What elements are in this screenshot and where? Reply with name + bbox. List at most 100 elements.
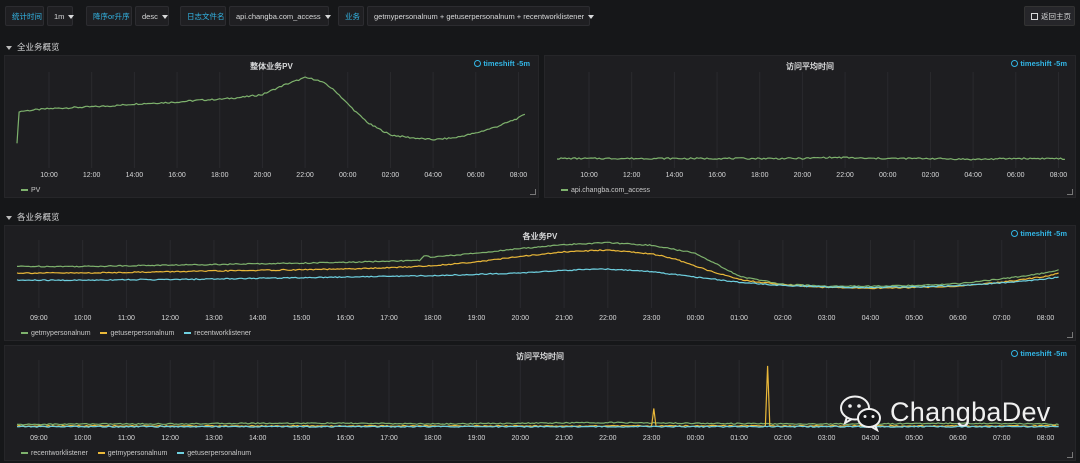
panel-pv-total: 整体业务PV timeshift -5m 10:00 12:00 14:00 16:0… xyxy=(4,55,539,198)
x-tick-label: 06:00 xyxy=(949,315,967,322)
panel-title[interactable]: 访问平均时间 xyxy=(786,62,834,71)
back-home-button[interactable]: 返回主页 xyxy=(1024,6,1075,26)
x-tick-label: 02:00 xyxy=(922,172,940,179)
x-tick-label: 23:00 xyxy=(643,315,661,322)
legend: recentworklistener getmypersonalnum getu… xyxy=(21,450,259,457)
x-tick-label: 22:00 xyxy=(599,435,617,442)
legend-item[interactable]: recentworklistener xyxy=(184,330,251,337)
x-tick-label: 14:00 xyxy=(249,315,267,322)
legend-label: PV xyxy=(31,187,41,194)
legend-label: recentworklistener xyxy=(194,330,252,337)
row-each-toggle[interactable]: 各业务概览 xyxy=(6,211,60,223)
x-tick-label: 10:00 xyxy=(580,172,598,179)
legend-label: api.changba.com_access xyxy=(571,187,650,194)
resize-handle[interactable] xyxy=(1067,452,1073,458)
x-tick-label: 18:00 xyxy=(424,315,442,322)
timeshift-badge: timeshift -5m xyxy=(1011,59,1067,68)
x-tick-label: 06:00 xyxy=(949,435,967,442)
x-tick-label: 18:00 xyxy=(211,172,229,179)
legend-item[interactable]: getuserpersonalnum xyxy=(177,450,251,457)
x-tick-label: 13:00 xyxy=(205,435,223,442)
x-tick-label: 00:00 xyxy=(339,172,357,179)
x-tick-label: 10:00 xyxy=(40,172,58,179)
order-select[interactable]: desc xyxy=(135,6,169,26)
x-tick-label: 06:00 xyxy=(467,172,485,179)
panel-pv-each: 各业务PV timeshift -5m 09:00 10:00 11:00 12:00… xyxy=(4,225,1076,341)
logfile-select[interactable]: api.changba.com_access xyxy=(229,6,331,26)
legend-item[interactable]: getmypersonalnum xyxy=(97,450,167,457)
panel-title[interactable]: 各业务PV xyxy=(522,232,558,241)
x-tick-label: 22:00 xyxy=(296,172,314,179)
timeshift-text: timeshift -5m xyxy=(483,59,530,68)
legend-swatch xyxy=(21,452,28,455)
x-tick-label: 21:00 xyxy=(555,315,573,322)
x-tick-label: 18:00 xyxy=(751,172,769,179)
series-line-getmypersonalnum[interactable] xyxy=(17,241,1059,288)
series-line-recentworklistener[interactable] xyxy=(16,268,1059,289)
row-overview-toggle[interactable]: 全业务概览 xyxy=(6,41,60,53)
resize-handle[interactable] xyxy=(530,189,536,195)
x-tick-label: 05:00 xyxy=(905,435,923,442)
x-tick-label: 12:00 xyxy=(161,315,179,322)
x-tick-label: 04:00 xyxy=(424,172,442,179)
legend-item[interactable]: getmypersonalnum xyxy=(21,330,91,337)
back-home-label: 返回主页 xyxy=(1041,12,1071,21)
x-tick-label: 18:00 xyxy=(424,435,442,442)
clock-icon xyxy=(1011,350,1019,357)
pv-each-chart: 09:00 10:00 11:00 12:00 13:00 14:00 15:00 16:00… xyxy=(16,240,1059,322)
series-line-recentworklistener[interactable] xyxy=(16,421,1059,426)
panel-title[interactable]: 整体业务PV xyxy=(250,62,293,71)
panel-title[interactable]: 访问平均时间 xyxy=(516,352,564,361)
x-tick-label: 14:00 xyxy=(666,172,684,179)
x-tick-label: 20:00 xyxy=(794,172,812,179)
business-label: 业务 xyxy=(338,6,364,26)
timeshift-badge: timeshift -5m xyxy=(474,59,530,68)
x-tick-label: 20:00 xyxy=(254,172,272,179)
x-tick-label: 10:00 xyxy=(74,435,92,442)
x-tick-label: 11:00 xyxy=(118,435,135,442)
x-tick-label: 21:00 xyxy=(555,435,573,442)
logfile-value: api.changba.com_access xyxy=(236,12,321,21)
legend-swatch xyxy=(184,332,192,335)
x-tick-label: 00:00 xyxy=(879,172,897,179)
x-tick-label: 03:00 xyxy=(818,435,836,442)
interval-select[interactable]: 1m xyxy=(47,6,75,26)
legend-swatch xyxy=(21,189,28,192)
x-tick-label: 16:00 xyxy=(336,435,354,442)
x-tick-label: 16:00 xyxy=(708,172,726,179)
order-label: 降序or升序 xyxy=(86,6,132,26)
timeshift-text: timeshift -5m xyxy=(1020,229,1067,238)
resize-handle[interactable] xyxy=(1067,332,1073,338)
legend-item[interactable]: recentworklistener xyxy=(21,450,88,457)
x-tick-label: 20:00 xyxy=(512,435,530,442)
series-line-api.changba.com_access[interactable] xyxy=(556,156,1065,161)
order-value: desc xyxy=(142,12,158,21)
x-tick-label: 14:00 xyxy=(249,435,267,442)
x-tick-label: 04:00 xyxy=(862,315,880,322)
business-value: getmypersonalnum + getuserpersonalnum + … xyxy=(374,12,585,21)
x-tick-label: 16:00 xyxy=(168,172,186,179)
row-overview-title: 全业务概览 xyxy=(17,42,60,52)
legend-swatch xyxy=(561,189,568,192)
x-tick-label: 01:00 xyxy=(730,435,748,442)
x-tick-label: 12:00 xyxy=(83,172,101,179)
series-line-getuserpersonalnum[interactable] xyxy=(16,425,1059,428)
legend-item[interactable]: api.changba.com_access xyxy=(561,187,650,194)
resize-handle[interactable] xyxy=(1067,189,1073,195)
pv-total-chart: 10:00 12:00 14:00 16:00 18:00 20:00 22:00 00:00… xyxy=(16,72,527,179)
series-line-getuserpersonalnum[interactable] xyxy=(16,249,1059,290)
x-tick-label: 02:00 xyxy=(382,172,400,179)
x-tick-label: 20:00 xyxy=(512,315,530,322)
x-tick-label: 02:00 xyxy=(774,435,792,442)
x-tick-label: 01:00 xyxy=(730,315,748,322)
legend-item[interactable]: PV xyxy=(21,187,40,194)
legend-item[interactable]: getuserpersonalnum xyxy=(100,330,174,337)
x-tick-label: 08:00 xyxy=(1050,172,1068,179)
series-line-PV[interactable] xyxy=(16,76,526,144)
x-tick-label: 04:00 xyxy=(964,172,982,179)
chevron-down-icon xyxy=(6,45,12,50)
legend-label: getmypersonalnum xyxy=(31,330,91,337)
business-select[interactable]: getmypersonalnum + getuserpersonalnum + … xyxy=(367,6,595,26)
chevron-down-icon xyxy=(68,15,75,20)
x-tick-label: 13:00 xyxy=(205,315,223,322)
